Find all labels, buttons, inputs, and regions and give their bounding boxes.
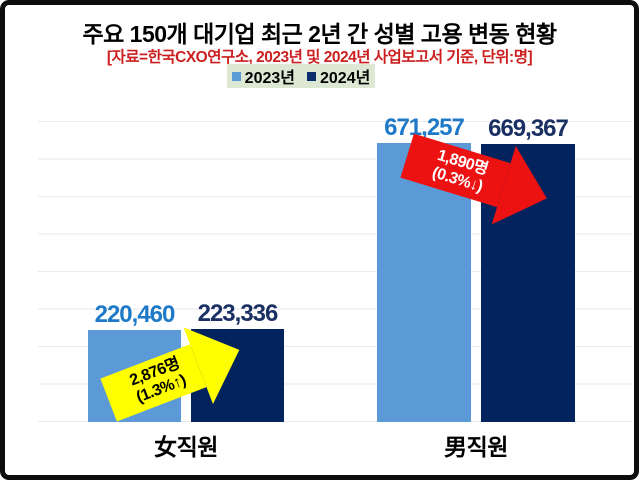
- decrease-annotation: 1,890명 (0.3%↓): [402, 133, 517, 210]
- bar-col-male-2024: 669,367: [481, 114, 575, 422]
- bar-col-female-2024: 223,336: [191, 302, 284, 422]
- legend-swatch-2023-icon: [231, 71, 241, 81]
- value-label-female-2023: 220,460: [94, 301, 176, 329]
- value-label-male-2023: 671,257: [384, 114, 465, 141]
- legend-swatch-2024-icon: [307, 71, 316, 81]
- chart-title: 주요 150개 대기업 최근 2년 간 성별 고용 변동 현황: [82, 21, 557, 47]
- legend-item-2023: 2023년: [231, 64, 295, 88]
- bar-female-2024: [191, 329, 284, 422]
- legend-item-2024: 2024년: [307, 64, 370, 88]
- value-label-female-2024: 223,336: [197, 300, 279, 328]
- value-label-male-2024: 669,367: [488, 114, 569, 142]
- legend-label-2023: 2023년: [244, 70, 295, 87]
- category-label-male: 男직원: [444, 434, 508, 460]
- legend: 2023년 2024년: [227, 64, 375, 88]
- category-label-female: 女직원: [154, 434, 218, 460]
- legend-label-2024: 2024년: [320, 70, 371, 87]
- increase-annotation: 2,876명 (1.3%↑): [102, 340, 214, 421]
- chart-source-note: [자료=한국CXO연구소, 2023년 및 2024년 사업보고서 기준, 단위…: [106, 49, 533, 66]
